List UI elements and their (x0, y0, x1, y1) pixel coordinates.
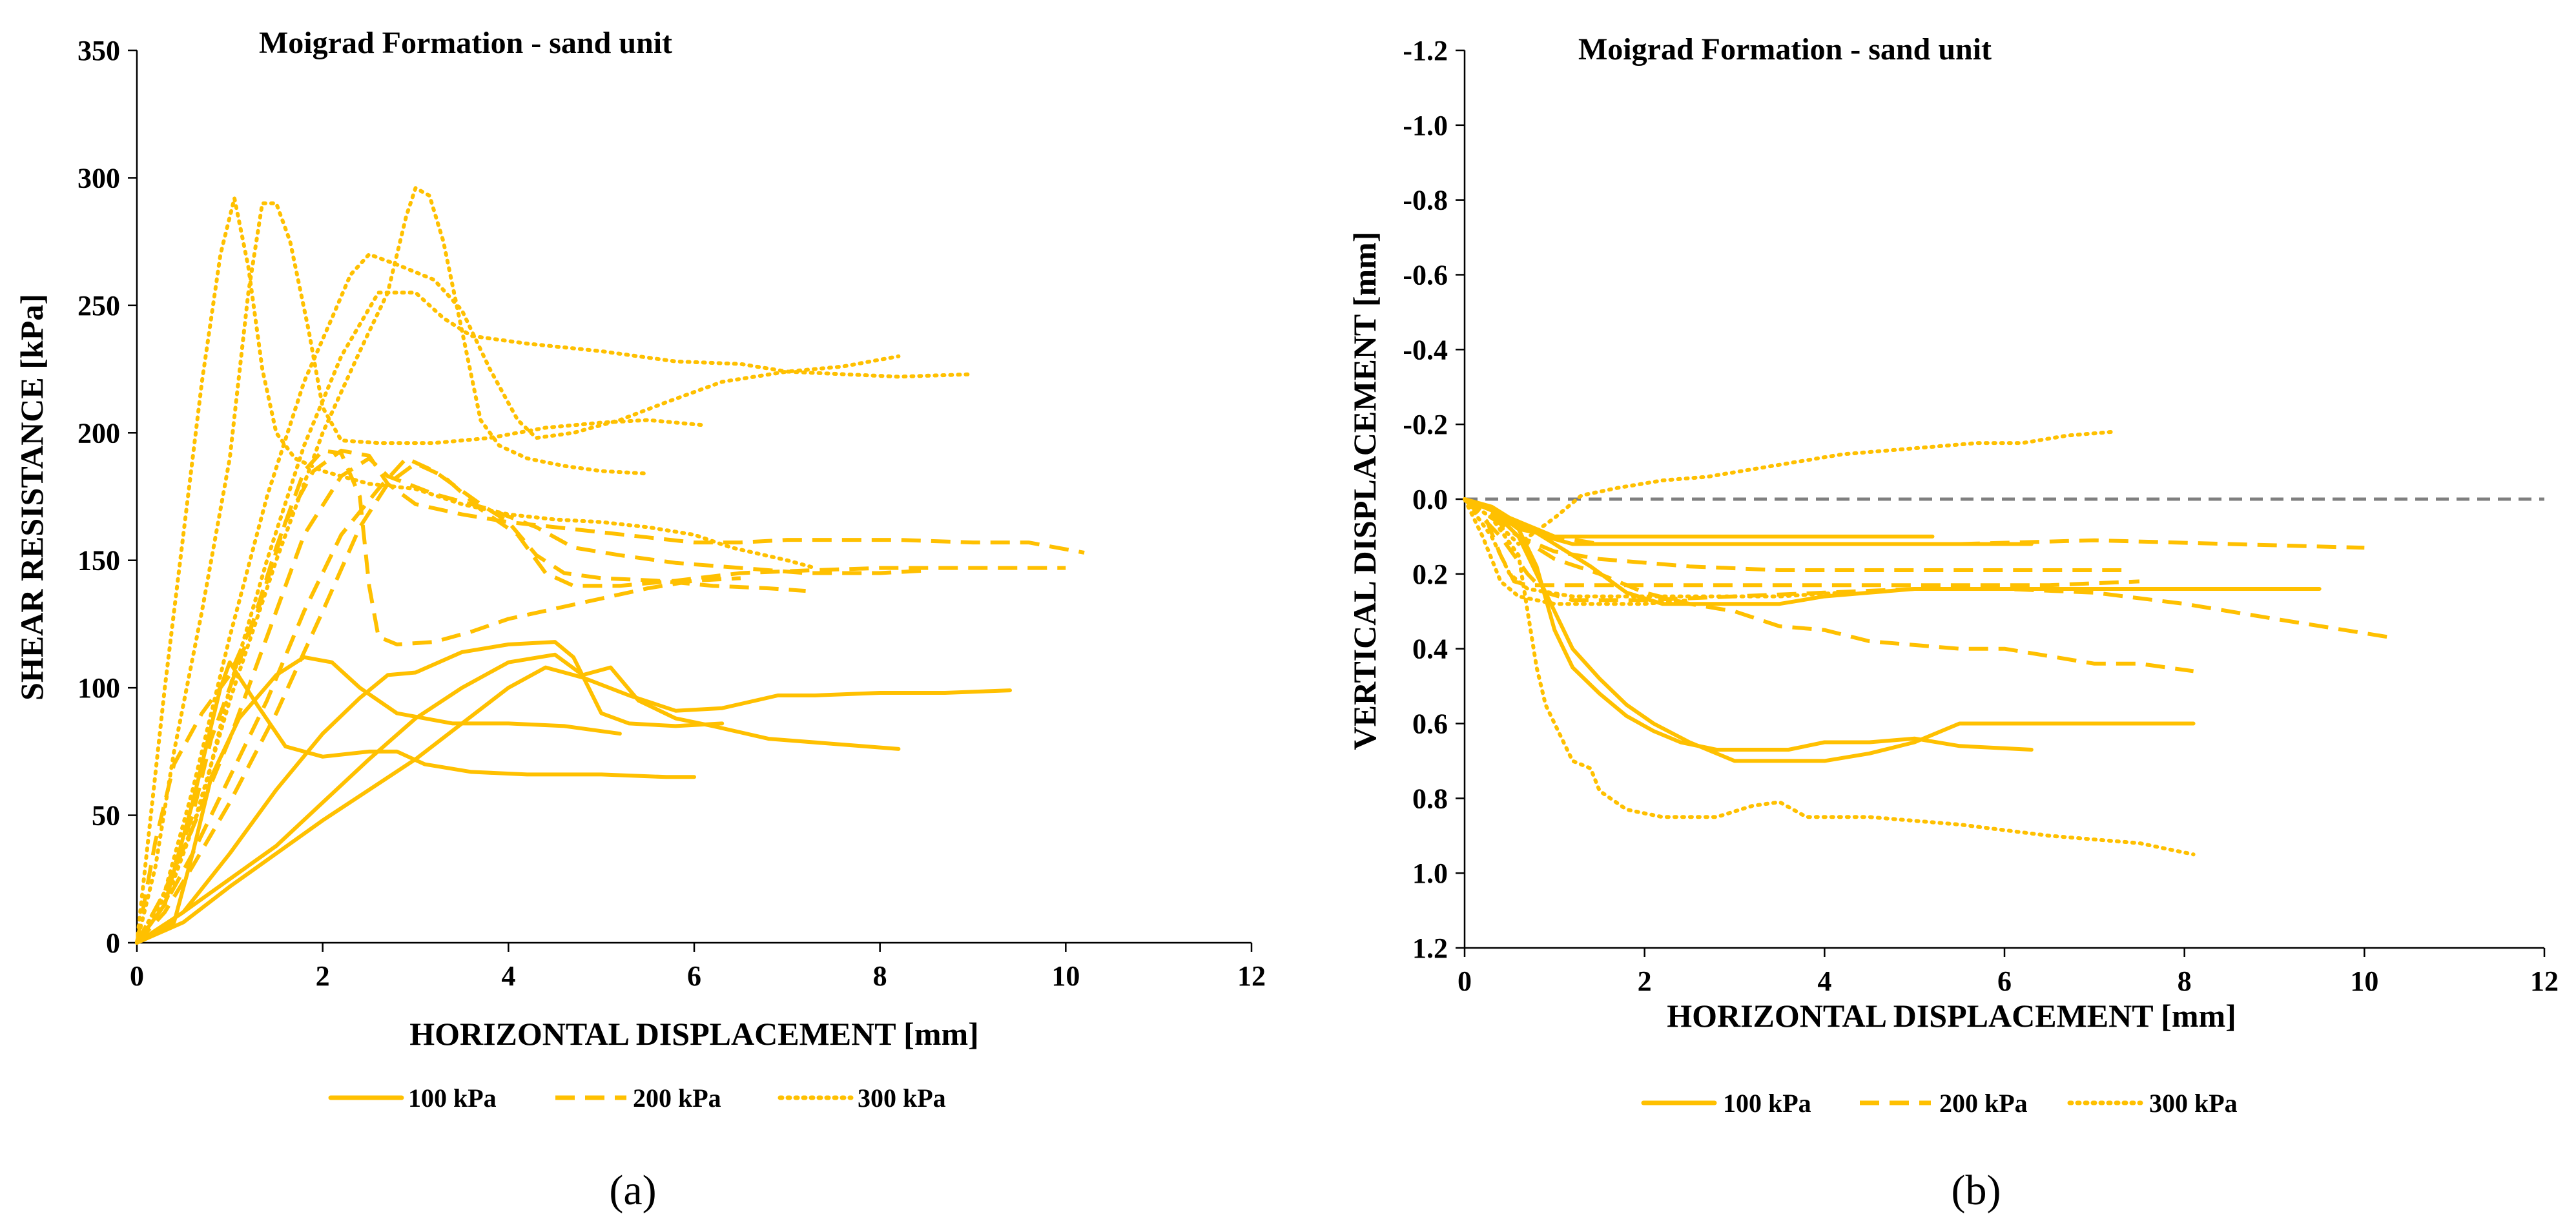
chart-a-x-tick-label: 8 (873, 960, 887, 992)
chart-a-series-line-200kpa-7 (135, 456, 806, 944)
chart-b-x-tick-label: 6 (1997, 965, 2012, 997)
chart-a-series-line-200kpa-8 (135, 461, 1066, 945)
shear-resistance-chart: Moigrad Formation - sand unit 0501001502… (14, 26, 1266, 1214)
chart-b-x-tick-label: 0 (1458, 965, 1472, 997)
chart-a-y-tick-label: 350 (77, 35, 120, 67)
chart-a-x-tick-label: 6 (687, 960, 701, 992)
chart-b-y-tick-label: 1.0 (1412, 858, 1448, 889)
chart-b-y-tick-label: -0.4 (1403, 334, 1448, 365)
chart-b-legend-label-100kpa: 100 kPa (1723, 1089, 1811, 1118)
chart-b-x-ticks: 0 2 4 6 8 10 12 (1458, 948, 2559, 997)
chart-b-x-tick-label: 10 (2350, 965, 2378, 997)
chart-a-x-tick-label: 12 (1237, 960, 1266, 992)
chart-a-series-line-300kpa-12 (135, 252, 901, 945)
chart-b-y-tick-label: -1.0 (1403, 110, 1448, 141)
chart-b-series-line-100kpa-4 (1463, 497, 2196, 763)
chart-a-series-line-100kpa-2 (135, 640, 725, 945)
chart-a-x-tick-label: 4 (501, 960, 515, 992)
chart-b-series-line-200kpa-9 (1463, 497, 2392, 640)
chart-a-series-line-200kpa-9 (135, 448, 741, 944)
chart-b-series-line-200kpa-8 (1463, 497, 2194, 673)
chart-b-y-tick-label: -1.2 (1403, 35, 1448, 67)
chart-a-series-line-100kpa-3 (135, 652, 901, 945)
chart-b-title: Moigrad Formation - sand unit (1578, 32, 1992, 67)
panel-label-a: (a) (609, 1167, 656, 1214)
chart-b-y-tick-label: 0.6 (1412, 708, 1448, 740)
chart-b-y-tick-label: -0.6 (1403, 260, 1448, 291)
chart-b-y-tick-label: 0.8 (1412, 783, 1448, 814)
chart-a-x-tick-label: 2 (316, 960, 330, 992)
chart-a-x-ticks: 0 2 4 6 8 10 12 (130, 943, 1266, 992)
chart-a-x-tick-label: 10 (1051, 960, 1080, 992)
chart-b-legend-label-200kpa: 200 kPa (1939, 1089, 2028, 1118)
chart-b-series-line-300kpa-11 (1463, 497, 1845, 599)
chart-a-series-line-300kpa-10 (135, 196, 817, 945)
chart-b-series-line-200kpa-5 (1463, 497, 2365, 550)
chart-a-legend-label-300kpa: 300 kPa (858, 1084, 946, 1113)
chart-b-series-line-300kpa-13 (1463, 497, 2196, 857)
chart-a-y-tick-label: 250 (77, 290, 120, 322)
chart-a-y-tick-label: 300 (77, 162, 120, 194)
chart-a-title: Moigrad Formation - sand unit (259, 26, 672, 60)
chart-b-x-tick-label: 8 (2178, 965, 2192, 997)
chart-b-legend: 100 kPa 200 kPa 300 kPa (1641, 1089, 2238, 1118)
chart-b-x-tick-label: 2 (1638, 965, 1652, 997)
chart-a-legend-label-200kpa: 200 kPa (633, 1084, 721, 1113)
chart-a-legend: 100 kPa 200 kPa 300 kPa (328, 1084, 946, 1113)
chart-b-series-line-300kpa-12 (1463, 497, 1692, 606)
chart-a-x-tick-label: 0 (130, 960, 144, 992)
chart-b-series (1463, 429, 2392, 857)
vertical-displacement-chart: Moigrad Formation - sand unit -1.2 -1.0 -0… (1346, 32, 2559, 1214)
chart-b-series-line-300kpa-10 (1463, 429, 2115, 546)
chart-b-y-tick-label: 1.2 (1412, 932, 1448, 964)
chart-b-series-line-100kpa-3 (1463, 497, 2034, 752)
chart-a-series (135, 186, 1085, 945)
chart-b-y-ticks: -1.2 -1.0 -0.8 -0.6 -0.4 -0.2 0.0 0.2 0.4 0.6 0.8 1… (1403, 35, 1465, 964)
chart-a-axes (136, 50, 1252, 944)
chart-a-series-line-100kpa-4 (135, 665, 1012, 945)
chart-b-y-tick-label: 0.4 (1412, 633, 1448, 665)
chart-b-y-tick-label: -0.8 (1403, 185, 1448, 216)
chart-a-y-tick-label: 150 (77, 545, 120, 577)
chart-b-x-tick-label: 12 (2530, 965, 2559, 997)
chart-b-y-tick-label: 0.2 (1412, 559, 1448, 590)
chart-a-y-tick-label: 200 (77, 417, 120, 449)
chart-b-x-axis-title: HORIZONTAL DISPLACEMENT [mm] (1667, 998, 2236, 1034)
panel-label-b: (b) (1952, 1167, 2001, 1214)
chart-b-y-tick-label: 0.0 (1412, 484, 1448, 515)
chart-b-series-line-100kpa-2 (1463, 497, 2322, 606)
chart-a-series-line-300kpa-11 (135, 201, 706, 945)
chart-a-x-axis-title: HORIZONTAL DISPLACEMENT [mm] (409, 1016, 979, 1052)
chart-a-y-tick-label: 0 (106, 927, 120, 959)
chart-a-series-line-100kpa-1 (135, 655, 622, 945)
chart-a-series-line-100kpa-0 (135, 660, 696, 945)
chart-b-legend-label-300kpa: 300 kPa (2149, 1089, 2238, 1118)
chart-b-x-tick-label: 4 (1817, 965, 1831, 997)
chart-a-legend-label-100kpa: 100 kPa (408, 1084, 497, 1113)
chart-a-y-tick-label: 100 (77, 672, 120, 704)
chart-a-series-line-300kpa-14 (135, 291, 975, 945)
chart-a-series-line-200kpa-5 (135, 448, 1085, 943)
chart-a-y-tick-label: 50 (92, 800, 120, 832)
chart-b-y-axis-title: VERTICAL DISPLACEMENT [mm] (1346, 232, 1383, 750)
chart-a-series-line-200kpa-6 (135, 456, 927, 944)
chart-a-series-line-300kpa-13 (135, 186, 650, 945)
chart-a-y-ticks: 0 50 100 150 200 250 300 350 (77, 35, 137, 959)
chart-b-y-tick-label: -0.2 (1403, 409, 1448, 440)
chart-b-series-line-200kpa-6 (1463, 497, 2122, 572)
chart-a-y-axis-title: SHEAR RESISTANCE [kPa] (14, 294, 50, 701)
